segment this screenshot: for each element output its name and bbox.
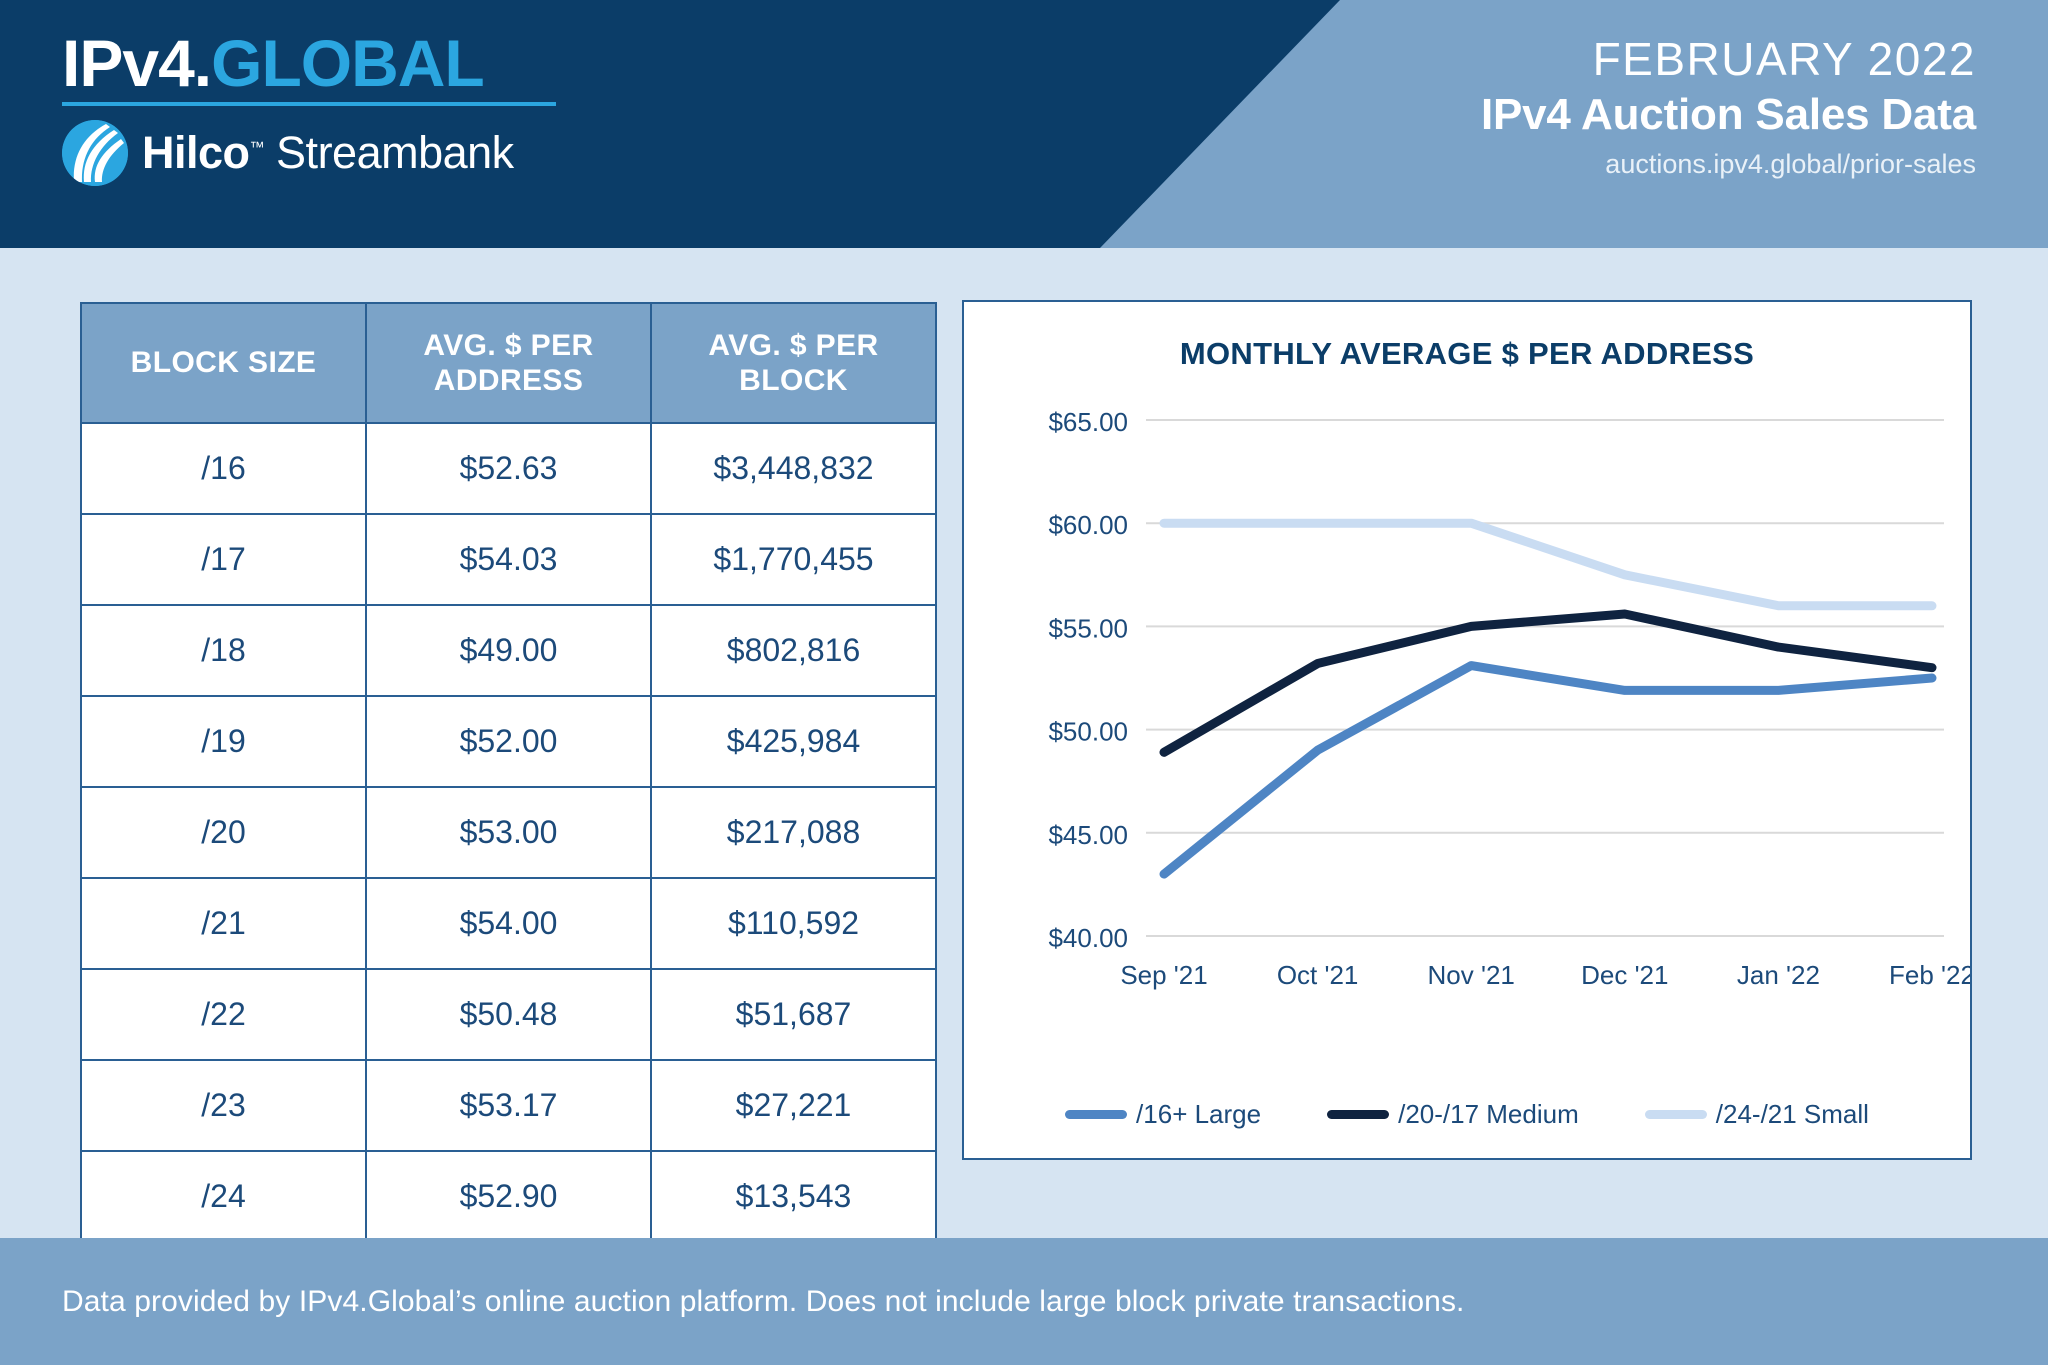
source-url[interactable]: auctions.ipv4.global/prior-sales [1605, 148, 1976, 179]
chart-panel: MONTHLY AVERAGE $ PER ADDRESS $40.00 $45.… [962, 300, 1972, 1160]
logo-primary-text: IPv4. [62, 26, 212, 100]
x-axis-tick-label: Nov '21 [1428, 960, 1515, 990]
cell-per-block: $217,088 [650, 786, 937, 879]
cell-per-block: $51,687 [650, 968, 937, 1061]
column-header-avg-per-address: AVG. $ PER ADDRESS [365, 302, 652, 424]
y-axis-tick-label: $50.00 [1048, 717, 1128, 747]
cell-per-block: $3,448,832 [650, 422, 937, 515]
table-row: /24 $52.90 $13,543 [80, 1150, 937, 1243]
table-row: /22 $50.48 $51,687 [80, 968, 937, 1061]
brand-logo: IPv4.GLOBAL Hilco™ Streambank [62, 30, 702, 186]
cell-per-block: $110,592 [650, 877, 937, 970]
legend-swatch-icon [1065, 1110, 1128, 1119]
cell-per-address: $53.17 [365, 1059, 652, 1152]
y-axis-tick-label: $55.00 [1048, 613, 1128, 643]
legend-item[interactable]: /20-/17 Medium [1327, 1099, 1579, 1130]
chart-legend: /16+ Large/20-/17 Medium/24-/21 Small [964, 1099, 1970, 1130]
cell-per-block: $425,984 [650, 695, 937, 788]
cell-per-address: $52.63 [365, 422, 652, 515]
cell-block-size: /16 [80, 422, 367, 515]
table-row: /21 $54.00 $110,592 [80, 877, 937, 970]
legend-swatch-icon [1644, 1110, 1707, 1119]
legend-label: /24-/21 Small [1715, 1099, 1869, 1129]
table-row: /16 $52.63 $3,448,832 [80, 422, 937, 515]
chart-series-line [1159, 609, 1937, 757]
cell-per-address: $52.90 [365, 1150, 652, 1243]
y-axis-tick-label: $40.00 [1048, 923, 1128, 953]
cell-per-address: $50.48 [365, 968, 652, 1061]
cell-block-size: /20 [80, 786, 367, 879]
table-row: /17 $54.03 $1,770,455 [80, 513, 937, 606]
page-footer: Data provided by IPv4.Global’s online au… [0, 1238, 2048, 1365]
x-axis-tick-label: Sep '21 [1120, 960, 1207, 990]
table-header-row: BLOCK SIZE AVG. $ PER ADDRESS AVG. $ PER… [80, 302, 937, 424]
content-area: BLOCK SIZE AVG. $ PER ADDRESS AVG. $ PER… [0, 248, 2048, 1243]
y-axis-tick-label: $45.00 [1048, 820, 1128, 850]
cell-per-address: $54.00 [365, 877, 652, 970]
logo-wordmark: IPv4.GLOBAL [62, 30, 702, 96]
cell-block-size: /17 [80, 513, 367, 606]
cell-per-block: $27,221 [650, 1059, 937, 1152]
report-month: FEBRUARY 2022 [1592, 33, 1976, 85]
chart-series-line [1159, 518, 1937, 611]
table-row: /23 $53.17 $27,221 [80, 1059, 937, 1152]
trademark-symbol: ™ [249, 139, 265, 156]
streambank-text: Streambank [276, 127, 514, 178]
x-axis-tick-label: Jan '22 [1737, 960, 1820, 990]
header-dark-panel [0, 0, 1340, 248]
hilco-streambank-text: Hilco™ Streambank [142, 127, 514, 179]
hilco-streambank-lockup: Hilco™ Streambank [62, 120, 702, 186]
cell-block-size: /19 [80, 695, 367, 788]
cell-block-size: /22 [80, 968, 367, 1061]
x-axis-tick-label: Feb '22 [1889, 960, 1970, 990]
page-header: IPv4.GLOBAL Hilco™ Streambank FEBRUARY 2… [0, 0, 2048, 248]
table-row: /19 $52.00 $425,984 [80, 695, 937, 788]
header-title-group: FEBRUARY 2022 IPv4 Auction Sales Data au… [1480, 33, 1976, 180]
cell-block-size: /18 [80, 604, 367, 697]
legend-label: /20-/17 Medium [1398, 1099, 1579, 1129]
logo-divider-rule [62, 102, 556, 106]
logo-accent-text: GLOBAL [211, 26, 485, 100]
cell-per-block: $1,770,455 [650, 513, 937, 606]
cell-per-block: $13,543 [650, 1150, 937, 1243]
legend-item[interactable]: /16+ Large [1065, 1099, 1261, 1130]
y-axis-tick-label: $60.00 [1048, 510, 1128, 540]
legend-swatch-icon [1327, 1110, 1390, 1119]
legend-item[interactable]: /24-/21 Small [1644, 1099, 1869, 1130]
chart-series-line [1159, 661, 1937, 879]
page-title: IPv4 Auction Sales Data [1480, 89, 1976, 139]
chart-title: MONTHLY AVERAGE $ PER ADDRESS [1179, 336, 1755, 371]
footer-disclaimer: Data provided by IPv4.Global’s online au… [62, 1284, 1465, 1318]
cell-block-size: /24 [80, 1150, 367, 1243]
sales-table: BLOCK SIZE AVG. $ PER ADDRESS AVG. $ PER… [80, 302, 937, 1243]
column-header-avg-per-block: AVG. $ PER BLOCK [650, 302, 937, 424]
line-chart: $40.00 $45.00 $50.00 $55.00 $60.00 $65.00 Sep … [964, 388, 1970, 1088]
cell-block-size: /23 [80, 1059, 367, 1152]
cell-per-address: $53.00 [365, 786, 652, 879]
table-row: /20 $53.00 $217,088 [80, 786, 937, 879]
cell-per-block: $802,816 [650, 604, 937, 697]
cell-per-address: $49.00 [365, 604, 652, 697]
cell-per-address: $54.03 [365, 513, 652, 606]
cell-block-size: /21 [80, 877, 367, 970]
legend-label: /16+ Large [1136, 1099, 1262, 1129]
y-axis-tick-label: $65.00 [1048, 407, 1128, 437]
x-axis-tick-label: Oct '21 [1277, 960, 1359, 990]
column-header-block-size: BLOCK SIZE [80, 302, 367, 424]
hilco-bold-text: Hilco [142, 127, 250, 178]
sales-table-container: BLOCK SIZE AVG. $ PER ADDRESS AVG. $ PER… [80, 302, 937, 1243]
hilco-swoosh-icon [62, 120, 128, 186]
table-row: /18 $49.00 $802,816 [80, 604, 937, 697]
cell-per-address: $52.00 [365, 695, 652, 788]
x-axis-tick-label: Dec '21 [1581, 960, 1668, 990]
